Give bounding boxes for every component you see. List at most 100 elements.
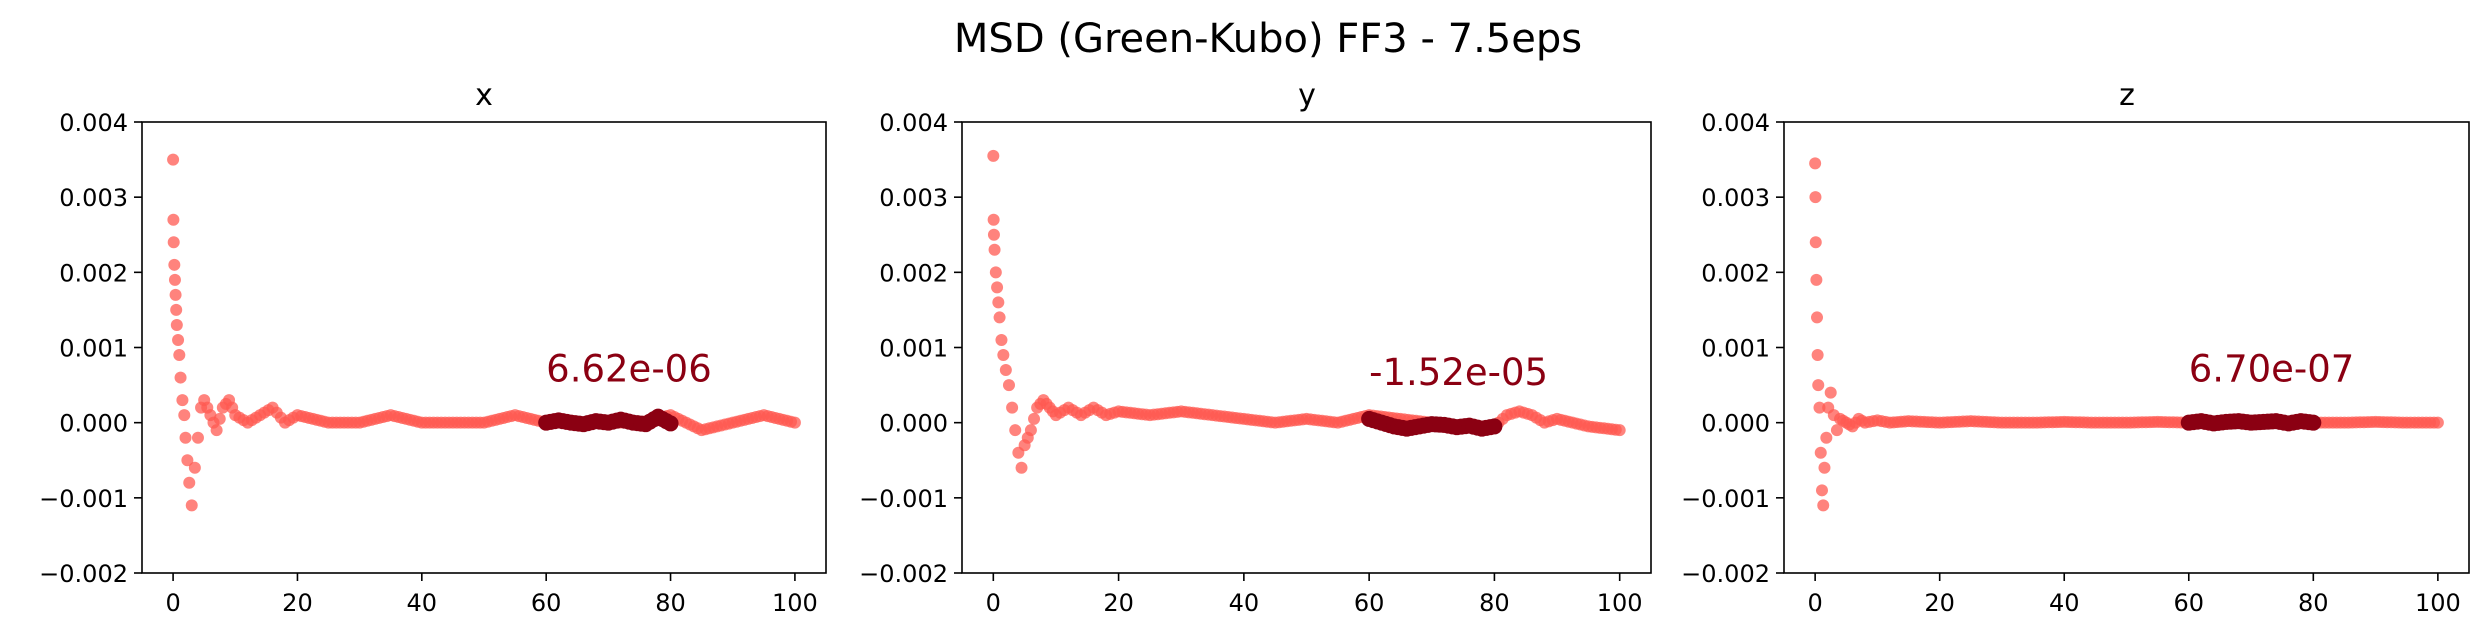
data-point (1028, 412, 1041, 425)
y-tick-label: 0.002 (1701, 259, 1770, 287)
x-tick-label: 60 (1354, 589, 1385, 617)
data-point (2431, 416, 2444, 429)
data-point (788, 416, 801, 429)
data-point (172, 333, 185, 346)
x-tick-label: 20 (1103, 589, 1134, 617)
x-tick-label: 40 (1229, 589, 1260, 617)
data-point (989, 266, 1002, 279)
x-tick-label: 60 (2173, 589, 2204, 617)
data-point (168, 273, 181, 286)
subplot-z: z −0.002 −0.001 0.000 0.001 0.002 0.003 0.004 0… (1681, 78, 2470, 617)
data-point (188, 461, 201, 474)
data-point (191, 431, 204, 444)
x-tick-label: 0 (165, 589, 180, 617)
subplot-z-series-1 (2180, 413, 2322, 432)
x-tick-label: 80 (2298, 589, 2329, 617)
data-point (1002, 379, 1015, 392)
data-point (662, 415, 679, 432)
x-tick-label: 60 (531, 589, 562, 617)
data-point (170, 318, 183, 331)
data-point (173, 349, 186, 362)
x-tick-label: 20 (282, 589, 313, 617)
data-point (183, 476, 196, 489)
data-point (1817, 499, 1830, 512)
data-point (988, 243, 1001, 256)
data-point (178, 409, 191, 422)
data-point (167, 213, 180, 226)
data-point (999, 364, 1012, 377)
data-point (1006, 401, 1019, 414)
data-point (1820, 431, 1833, 444)
data-point (2305, 414, 2322, 431)
data-point (1814, 446, 1827, 459)
data-point (1486, 418, 1503, 435)
y-tick-label: 0.000 (1701, 410, 1770, 438)
data-point (167, 153, 180, 166)
data-point (992, 296, 1005, 309)
data-point (168, 258, 181, 271)
y-tick-label: 0.004 (59, 109, 128, 137)
subplot-z-title: z (2119, 78, 2135, 113)
figure-title: MSD (Green-Kubo) FF3 - 7.5eps (954, 16, 1582, 62)
subplot-z-axes: −0.002 −0.001 0.000 0.001 0.002 0.003 0.004 0 20… (1681, 109, 2470, 617)
data-point (1811, 349, 1824, 362)
data-point (1015, 461, 1028, 474)
subplot-y-axes: −0.002 −0.001 0.000 0.001 0.002 0.003 0.004 0 20… (859, 109, 1652, 617)
axes-frame (141, 121, 827, 574)
data-point (213, 412, 226, 425)
x-tick-label: 0 (986, 589, 1001, 617)
x-tick-label: 40 (407, 589, 438, 617)
subplot-y-points (987, 149, 1626, 474)
data-point (987, 149, 1000, 162)
axes-frame (961, 121, 1652, 574)
data-point (993, 311, 1006, 324)
x-tick-label: 20 (1924, 589, 1955, 617)
y-tick-label: −0.001 (39, 485, 128, 513)
data-point (170, 303, 183, 316)
subplot-z-series-0 (1809, 157, 2444, 512)
subplot-x: x −0.002 −0.001 0.000 0.001 0.002 0.003 0.004 0… (39, 78, 827, 617)
data-point (169, 288, 182, 301)
subplot-x-series-1 (538, 408, 679, 433)
data-point (1613, 424, 1626, 437)
y-tick-label: 0.003 (59, 184, 128, 212)
data-point (1809, 191, 1822, 204)
y-tick-label: −0.002 (1681, 560, 1770, 588)
subplot-z-annotation: 6.70e-07 (2189, 347, 2355, 390)
data-point (1813, 401, 1826, 414)
y-tick-label: 0.004 (1701, 109, 1770, 137)
x-tick-label: 40 (2049, 589, 2080, 617)
data-point (1009, 424, 1022, 437)
data-point (185, 499, 198, 512)
x-tick-label: 80 (655, 589, 686, 617)
data-point (176, 394, 189, 407)
data-point (174, 371, 187, 384)
y-tick-label: 0.003 (879, 184, 948, 212)
subplot-x-axes: −0.002 −0.001 0.000 0.001 0.002 0.003 0.004 0 20… (39, 109, 827, 617)
subplot-x-points (167, 153, 801, 512)
data-point (181, 454, 194, 467)
data-point (1809, 157, 1822, 170)
x-tick-label: 80 (1479, 589, 1510, 617)
subplot-y-annotation: -1.52e-05 (1369, 351, 1548, 394)
x-tick-label: 100 (2415, 589, 2461, 617)
subplot-y-series-1 (1361, 410, 1503, 437)
y-tick-label: 0.001 (879, 335, 948, 363)
y-tick-label: 0.004 (879, 109, 948, 137)
subplot-x-annotation: 6.62e-06 (546, 347, 712, 390)
data-point (1809, 236, 1822, 249)
data-point (987, 213, 1000, 226)
y-tick-label: 0.001 (59, 335, 128, 363)
y-tick-label: 0.003 (1701, 184, 1770, 212)
y-tick-label: 0.001 (1701, 335, 1770, 363)
data-point (1830, 424, 1843, 437)
y-tick-label: 0.002 (879, 259, 948, 287)
data-point (995, 333, 1008, 346)
data-point (167, 236, 180, 249)
subplot-z-points (1809, 157, 2444, 512)
data-point (1811, 311, 1824, 324)
y-tick-label: 0.000 (879, 410, 948, 438)
subplot-y: y −0.002 −0.001 0.000 0.001 0.002 0.003 0.004 0… (859, 78, 1652, 617)
y-tick-label: −0.001 (859, 485, 948, 513)
data-point (1024, 424, 1037, 437)
